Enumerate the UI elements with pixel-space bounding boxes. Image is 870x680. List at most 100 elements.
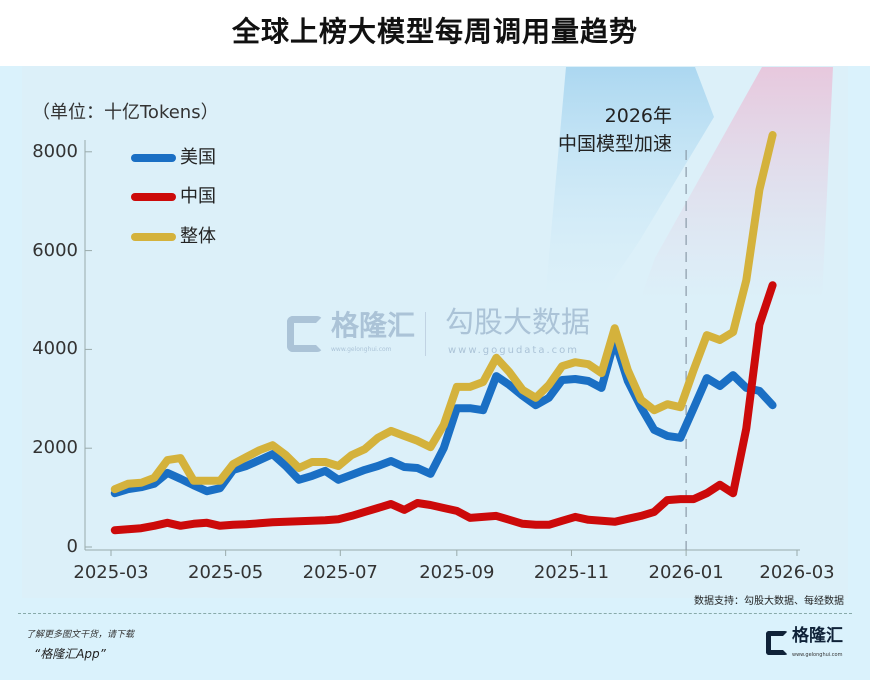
data-point-china (322, 517, 329, 524)
data-point-total (427, 444, 434, 451)
data-point-us (559, 377, 566, 384)
data-point-china (414, 500, 421, 507)
watermark-brand2: 勾股大数据 (445, 305, 591, 339)
data-point-total (638, 396, 645, 403)
data-point-us (269, 451, 276, 458)
data-point-china (743, 425, 750, 432)
data-point-china (677, 496, 684, 503)
data-point-total (677, 404, 684, 411)
y-tick-label: 6000 (32, 239, 78, 261)
data-point-us (282, 462, 289, 469)
logo-icon (766, 631, 788, 655)
watermark-brand2-url: www.gogudata.com (448, 345, 580, 356)
data-point-china (440, 504, 447, 511)
data-point-china (638, 512, 645, 519)
data-point-total (440, 421, 447, 428)
data-point-total (295, 464, 302, 471)
x-tick-label: 2025-11 (533, 562, 610, 583)
data-point-us (414, 464, 421, 471)
data-point-china (164, 519, 171, 526)
data-point-china (295, 518, 302, 525)
data-point-total (388, 427, 395, 434)
data-point-total (585, 361, 592, 368)
data-point-us (493, 373, 500, 380)
annotation-text: 中国模型加速 (557, 133, 672, 155)
data-point-us (401, 463, 408, 470)
data-point-total (138, 479, 145, 486)
y-axis-unit-label: （单位：十亿Tokens） (32, 102, 219, 123)
data-point-us (203, 488, 210, 495)
data-point-china (506, 516, 513, 523)
data-point-china (493, 512, 500, 519)
data-point-total (453, 383, 460, 390)
data-point-china (716, 481, 723, 488)
gelonghui-logo: 格隆汇 www.gelonghui.com (766, 628, 850, 662)
annotation-year: 2026年 (604, 105, 672, 127)
data-point-us (690, 405, 697, 412)
x-tick-label: 2025-07 (302, 562, 378, 583)
data-point-china (690, 496, 697, 503)
data-point-china (519, 520, 526, 527)
x-tick-label: 2025-03 (73, 562, 149, 583)
data-point-total (651, 407, 658, 414)
data-point-total (480, 379, 487, 386)
data-point-total (348, 452, 355, 459)
data-point-total (506, 369, 513, 376)
data-point-china (466, 514, 473, 521)
data-point-us (256, 457, 263, 464)
data-source: 数据支持：勾股大数据、每经数据 (694, 596, 844, 607)
watermark-brand1-url: www.gelonghui.com (331, 346, 392, 353)
legend-label-total: 整体 (180, 226, 216, 247)
data-point-china (427, 502, 434, 509)
data-point-total (572, 359, 579, 366)
data-point-total (598, 370, 605, 377)
data-point-china (230, 521, 237, 528)
data-point-us (217, 485, 224, 492)
data-point-china (243, 521, 250, 528)
data-point-us (716, 382, 723, 389)
x-tick-label: 2025-05 (188, 562, 264, 583)
logo-text: 格隆汇 (792, 626, 843, 646)
data-point-china (545, 521, 552, 528)
data-point-total (414, 437, 421, 444)
footer-divider (18, 613, 852, 614)
data-point-us (532, 402, 539, 409)
title-bar: 全球上榜大模型每周调用量趋势 (0, 0, 870, 66)
data-point-us (703, 375, 710, 382)
data-point-china (730, 490, 737, 497)
data-point-us (506, 381, 513, 388)
data-point-us (309, 472, 316, 479)
data-point-us (361, 466, 368, 473)
data-point-total (361, 446, 368, 453)
data-point-china (532, 521, 539, 528)
data-point-total (769, 132, 776, 139)
data-point-us (480, 407, 487, 414)
data-point-china (177, 522, 184, 529)
data-point-china (269, 519, 276, 526)
promo-text: 了解更多图文干货，请下载 (26, 630, 135, 640)
legend-label-china: 中国 (180, 186, 216, 207)
data-point-china (111, 527, 118, 534)
data-point-total (519, 386, 526, 393)
data-point-china (756, 321, 763, 328)
data-point-total (335, 462, 342, 469)
data-point-china (769, 282, 776, 289)
data-point-total (309, 459, 316, 466)
data-point-china (611, 518, 618, 525)
data-point-total (177, 455, 184, 462)
data-point-china (282, 518, 289, 525)
watermark-brand1: 格隆汇 (331, 309, 416, 342)
y-tick-label: 0 (66, 536, 78, 557)
data-point-total (466, 383, 473, 390)
data-point-us (572, 376, 579, 383)
data-point-china (256, 520, 263, 527)
data-point-china (335, 516, 342, 523)
data-point-china (559, 517, 566, 524)
data-point-us (677, 434, 684, 441)
data-point-total (690, 367, 697, 374)
data-point-us (545, 394, 552, 401)
data-point-total (730, 329, 737, 336)
data-point-total (559, 363, 566, 370)
data-point-china (124, 526, 131, 533)
data-point-total (624, 367, 631, 374)
